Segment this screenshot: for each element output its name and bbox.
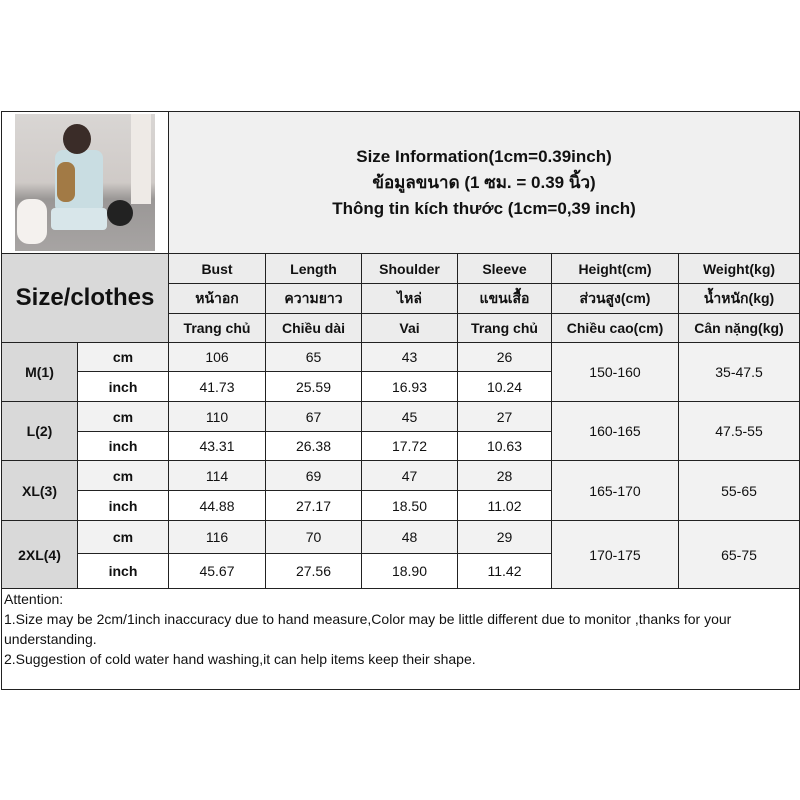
height-range: 165-170 [551, 460, 679, 521]
table-row: XL(3) cm 114 69 47 28 165-170 55-65 [1, 460, 800, 521]
title-english: Size Information(1cm=0.39inch) [356, 146, 612, 166]
col-header-vi: Trang chủ [457, 313, 552, 343]
cm-value: 65 [265, 342, 362, 372]
inch-value: 17.72 [361, 431, 458, 461]
unit-cm-label: cm [77, 460, 169, 491]
unit-cm-label: cm [77, 520, 169, 554]
weight-range: 55-65 [677, 460, 800, 521]
size-clothes-header: Size/clothes [1, 253, 169, 343]
cm-value: 69 [265, 460, 362, 491]
cm-value: 28 [457, 460, 552, 491]
size-chart-table: Size Information(1cm=0.39inch) ข้อมูลขนา… [0, 111, 800, 690]
inch-value: 26.38 [265, 431, 362, 461]
cm-value: 48 [361, 520, 458, 554]
product-photo-cell [1, 111, 169, 254]
col-header-th: น้ำหนัก(kg) [677, 283, 800, 314]
inch-value: 45.67 [168, 553, 266, 589]
unit-cm-label: cm [77, 401, 169, 432]
inch-value: 43.31 [168, 431, 266, 461]
col-header-en: Height(cm) [551, 253, 679, 284]
weight-range: 65-75 [677, 520, 800, 589]
inch-value: 27.56 [265, 553, 362, 589]
cm-value: 26 [457, 342, 552, 372]
cm-value: 47 [361, 460, 458, 491]
inch-value: 11.42 [457, 553, 552, 589]
title-vietnamese: Thông tin kích thước (1cm=0,39 inch) [332, 198, 636, 218]
cm-value: 114 [168, 460, 266, 491]
col-header-en: Length [265, 253, 362, 284]
weight-range: 35-47.5 [677, 342, 800, 402]
inch-value: 10.63 [457, 431, 552, 461]
inch-value: 10.24 [457, 371, 552, 402]
attention-note-2: 2.Suggestion of cold water hand washing,… [4, 651, 476, 667]
inch-value: 25.59 [265, 371, 362, 402]
inch-value: 18.50 [361, 490, 458, 521]
cm-value: 70 [265, 520, 362, 554]
cm-value: 106 [168, 342, 266, 372]
inch-value: 27.17 [265, 490, 362, 521]
cm-value: 116 [168, 520, 266, 554]
cm-value: 29 [457, 520, 552, 554]
col-header-th: หน้าอก [168, 283, 266, 314]
col-header-vi: Trang chủ [168, 313, 266, 343]
height-range: 150-160 [551, 342, 679, 402]
size-label: 2XL(4) [1, 520, 78, 589]
title-thai: ข้อมูลขนาด (1 ซม. = 0.39 นิ้ว) [372, 172, 596, 192]
cm-value: 67 [265, 401, 362, 432]
table-row: 2XL(4) cm 116 70 48 29 170-175 65-75 [1, 520, 800, 589]
col-header-en: Weight(kg) [677, 253, 800, 284]
table-row: inch 45.67 27.56 18.90 11.42 [2, 553, 800, 589]
product-photo [15, 114, 155, 251]
size-label: XL(3) [1, 460, 78, 521]
size-label: L(2) [1, 401, 78, 461]
attention-note-1: 1.Size may be 2cm/1inch inaccuracy due t… [4, 611, 732, 647]
height-range: 170-175 [551, 520, 679, 589]
cm-value: 43 [361, 342, 458, 372]
table-row: inch 44.88 27.17 18.50 11.02 [2, 490, 800, 521]
inch-value: 16.93 [361, 371, 458, 402]
unit-cm-label: cm [77, 342, 169, 372]
col-header-vi: Vai [361, 313, 458, 343]
inch-value: 41.73 [168, 371, 266, 402]
inch-value: 18.90 [361, 553, 458, 589]
inch-value: 44.88 [168, 490, 266, 521]
unit-inch-label: inch [77, 553, 169, 589]
attention-heading: Attention: [4, 591, 64, 607]
col-header-th: แขนเสื้อ [457, 283, 552, 314]
attention-notes: Attention: 1.Size may be 2cm/1inch inacc… [0, 588, 800, 690]
unit-inch-label: inch [77, 490, 169, 521]
table-row: M(1) cm 106 65 43 26 150-160 35-47.5 [1, 342, 800, 402]
col-header-vi: Chiều cao(cm) [551, 313, 679, 343]
size-info-title: Size Information(1cm=0.39inch) ข้อมูลขนา… [167, 111, 800, 254]
col-header-th: ความยาว [265, 283, 362, 314]
size-label: M(1) [1, 342, 78, 402]
weight-range: 47.5-55 [677, 401, 800, 461]
table-row: L(2) cm 110 67 45 27 160-165 47.5-55 [1, 401, 800, 461]
table-row: inch 43.31 26.38 17.72 10.63 [2, 431, 800, 461]
table-row: inch 41.73 25.59 16.93 10.24 [2, 371, 800, 402]
cm-value: 27 [457, 401, 552, 432]
col-header-en: Shoulder [361, 253, 458, 284]
inch-value: 11.02 [457, 490, 552, 521]
col-header-en: Sleeve [457, 253, 552, 284]
col-header-en: Bust [168, 253, 266, 284]
cm-value: 110 [168, 401, 266, 432]
unit-inch-label: inch [77, 431, 169, 461]
cm-value: 45 [361, 401, 458, 432]
col-header-th: ไหล่ [361, 283, 458, 314]
col-header-vi: Chiều dài [265, 313, 362, 343]
unit-inch-label: inch [77, 371, 169, 402]
col-header-th: ส่วนสูง(cm) [551, 283, 679, 314]
col-header-vi: Cân nặng(kg) [677, 313, 800, 343]
height-range: 160-165 [551, 401, 679, 461]
